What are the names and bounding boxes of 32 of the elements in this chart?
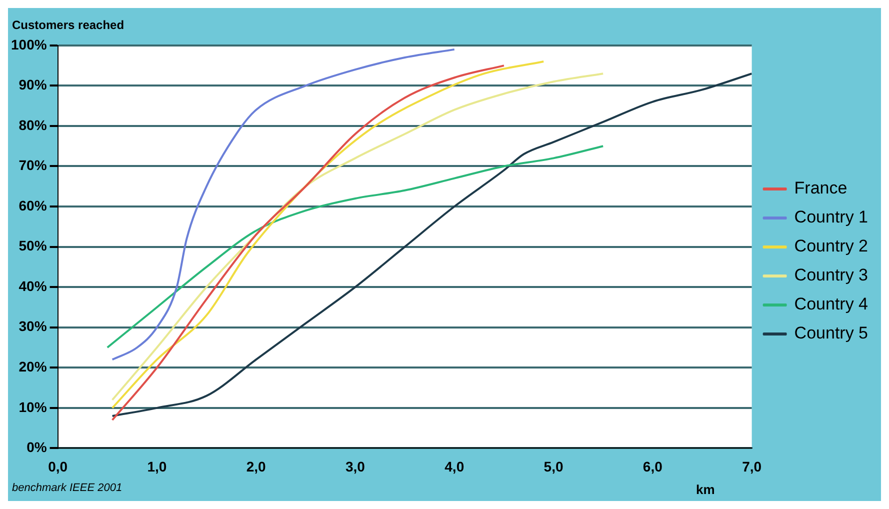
y-tick-label: 80% [18,116,48,133]
y-tick-label: 10% [18,398,48,415]
x-axis-title: km [696,482,715,497]
y-tick-label: 90% [18,76,48,93]
y-tick-label: 0% [26,439,48,456]
legend-label: Country 1 [794,208,868,227]
line-series [111,48,456,361]
x-tick-label: 2,0 [246,458,266,474]
x-tick-label: 1,0 [147,458,167,474]
legend-label: Country 3 [794,266,868,285]
y-tick-label: 30% [18,318,48,334]
y-axis-title: Customers reached [12,18,124,32]
x-tick-label: 7,0 [742,458,762,474]
legend-label: Country 2 [794,236,868,256]
legend-label: France [794,178,848,198]
y-tick-label: 70% [18,157,48,174]
legend-label: Country 5 [794,324,868,343]
x-tick-label: 4,0 [444,458,464,474]
x-tick-label: 3,0 [345,458,366,474]
line-series [111,72,604,401]
line-series [106,145,604,348]
legend-label: Country 4 [794,294,868,314]
text: benchmark IEEE 2001 [12,482,122,494]
x-tick-label: 5,0 [544,458,564,474]
x-tick-label: 6,0 [642,458,663,474]
y-tick-label: 100% [10,36,48,52]
line-series [111,72,752,417]
y-tick-label: 50% [18,238,48,254]
x-tick-label: 0,0 [48,458,68,474]
y-tick-label: 40% [18,278,48,294]
y-tick-label: 60% [18,197,48,214]
y-tick-label: 20% [18,358,48,374]
